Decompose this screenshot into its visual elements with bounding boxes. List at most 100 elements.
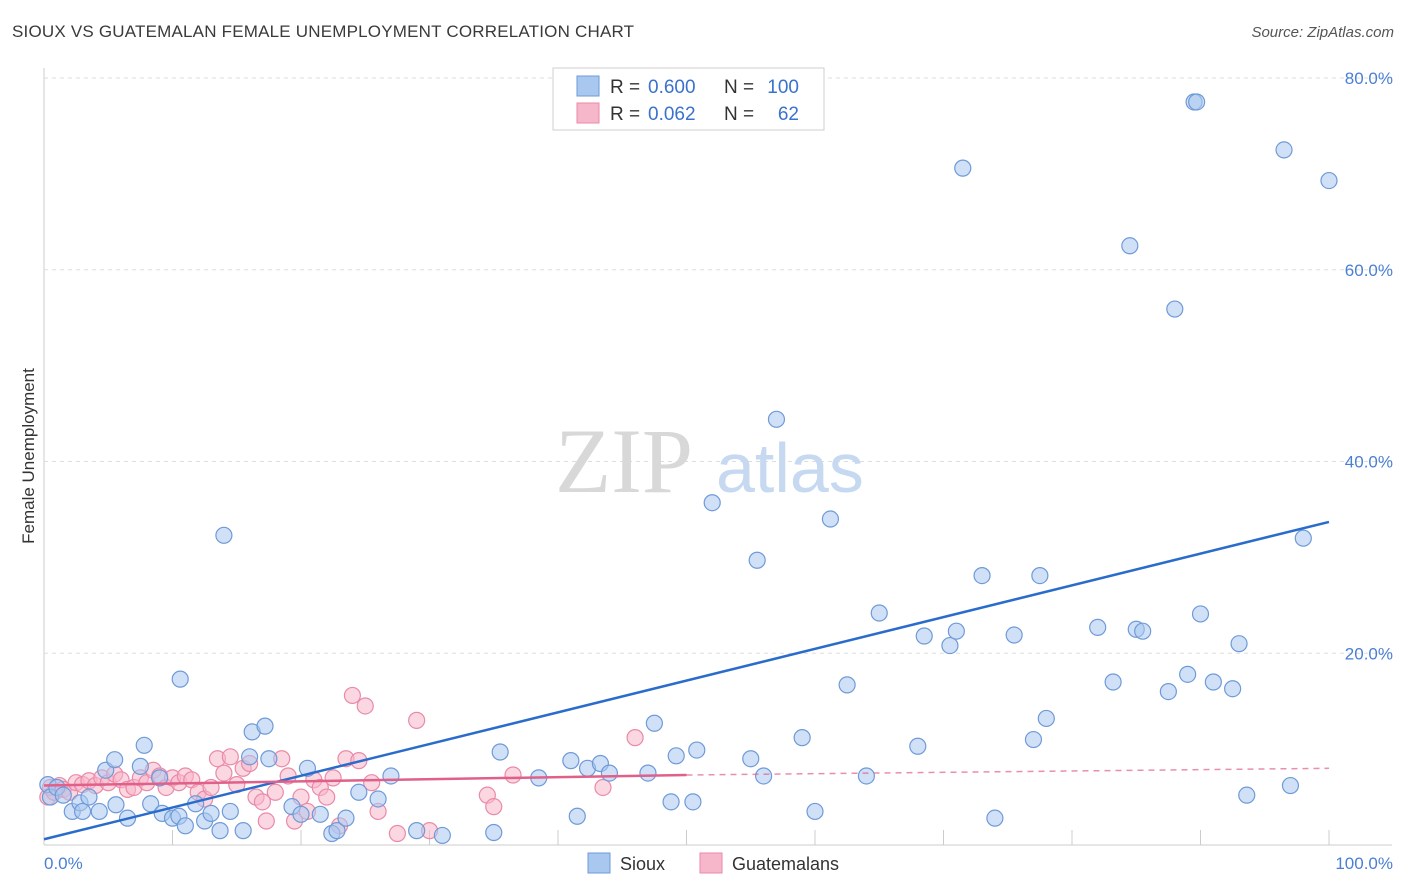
sioux-point [645, 714, 663, 732]
guatemalans-point [221, 748, 239, 766]
sioux-point [350, 783, 368, 801]
sioux-point [1159, 682, 1177, 701]
guatemalans-point [343, 686, 361, 705]
sioux-point [703, 494, 721, 512]
guatemalans-point [388, 824, 406, 843]
guatemalans-point [318, 788, 336, 806]
sioux-point [748, 551, 766, 569]
sioux-point [973, 566, 991, 585]
y-tick-label: 80.0% [1345, 69, 1393, 88]
sioux-legend-swatch [576, 75, 600, 97]
sioux-point [1024, 730, 1043, 749]
sioux-point [667, 747, 685, 765]
trend-lines [43, 520, 1330, 841]
guatemalans-series-label: Guatemalans [732, 854, 839, 874]
sioux-point [1179, 665, 1197, 683]
y-tick-label: 20.0% [1345, 644, 1393, 663]
guatemalans-point [408, 711, 426, 729]
y-tick-label: 60.0% [1345, 261, 1393, 280]
sioux-point [857, 767, 876, 785]
sioux-point [369, 790, 387, 808]
chart-source: Source: ZipAtlas.com [1251, 24, 1394, 41]
sioux-point [1031, 566, 1049, 585]
sioux-point [1320, 171, 1338, 190]
guatemalans-legend-swatch [576, 102, 600, 124]
stats-legend: R = 0.600 N = 100 R = 0.062 N = 62 [552, 67, 825, 131]
sioux-point [1121, 237, 1139, 255]
sioux-point [1134, 622, 1152, 640]
guatemalans-point [266, 783, 284, 801]
guatemalans-series-swatch [699, 852, 723, 874]
sioux-point [941, 636, 959, 655]
sioux-point [1166, 300, 1184, 318]
sioux-point [176, 817, 194, 835]
sioux-point [838, 676, 856, 694]
sioux-point [688, 741, 706, 759]
sioux-point [1281, 776, 1300, 795]
sioux-point [1005, 626, 1023, 644]
sioux-point [433, 826, 451, 845]
sioux-point [202, 804, 220, 822]
sioux-point [870, 604, 888, 622]
guatemalans-trend-extension [686, 767, 1330, 776]
sioux-point [328, 822, 346, 840]
guatemalans-point [324, 769, 342, 787]
sioux-r-label: R = [610, 77, 640, 98]
sioux-point [662, 793, 680, 811]
sioux-point [106, 751, 124, 769]
sioux-point [806, 802, 824, 821]
guatemalans-n-value: 62 [778, 104, 799, 125]
sioux-point [256, 717, 274, 735]
sioux-point [234, 822, 252, 840]
sioux-point [909, 737, 927, 755]
sioux-point [292, 805, 310, 823]
sioux-point [135, 736, 153, 754]
sioux-point [1238, 786, 1256, 804]
sioux-point [1275, 141, 1293, 159]
sioux-point [639, 764, 657, 782]
sioux-point [491, 743, 509, 761]
sioux-point [382, 767, 400, 785]
series-legend: Sioux Guatemalans [587, 852, 839, 874]
sioux-trend-line [43, 520, 1330, 841]
x-tick-label-max: 100.0% [1335, 854, 1393, 873]
sioux-point [568, 807, 586, 825]
sioux-point [1089, 618, 1107, 636]
guatemalans-n-label: N = [724, 104, 754, 125]
sioux-point [1188, 93, 1206, 111]
guatemalans-point [257, 812, 275, 830]
sioux-point [954, 159, 972, 177]
x-tick-label-min: 0.0% [44, 854, 83, 873]
sioux-point [408, 822, 426, 840]
sioux-n-label: N = [724, 77, 754, 98]
sioux-point [151, 769, 169, 787]
sioux-point [915, 627, 933, 645]
watermark-atlas: atlas [716, 429, 864, 507]
sioux-point [1294, 529, 1312, 547]
y-tick-label: 40.0% [1345, 453, 1393, 472]
sioux-point [562, 752, 580, 770]
sioux-point [211, 822, 229, 840]
sioux-point [54, 786, 72, 804]
guatemalans-r-label: R = [610, 104, 640, 125]
sioux-point [1204, 673, 1222, 691]
sioux-series-label: Sioux [620, 854, 665, 874]
chart-title: SIOUX VS GUATEMALAN FEMALE UNEMPLOYMENT … [12, 22, 635, 41]
sioux-point [1230, 635, 1248, 653]
sioux-point [241, 748, 259, 766]
sioux-point [1224, 680, 1242, 698]
sioux-point [90, 802, 108, 821]
sioux-point [485, 823, 503, 842]
sioux-point [684, 793, 702, 811]
y-axis-label: Female Unemployment [19, 368, 38, 544]
guatemalans-r-value: 0.062 [648, 104, 696, 125]
sioux-point [1104, 673, 1122, 691]
sioux-point [107, 796, 125, 814]
guatemalans-point [253, 793, 272, 811]
sioux-point [215, 526, 233, 544]
sioux-point [260, 750, 278, 768]
sioux-point [821, 510, 840, 528]
watermark-zip: ZIP [555, 410, 693, 512]
guatemalans-point [504, 766, 522, 784]
